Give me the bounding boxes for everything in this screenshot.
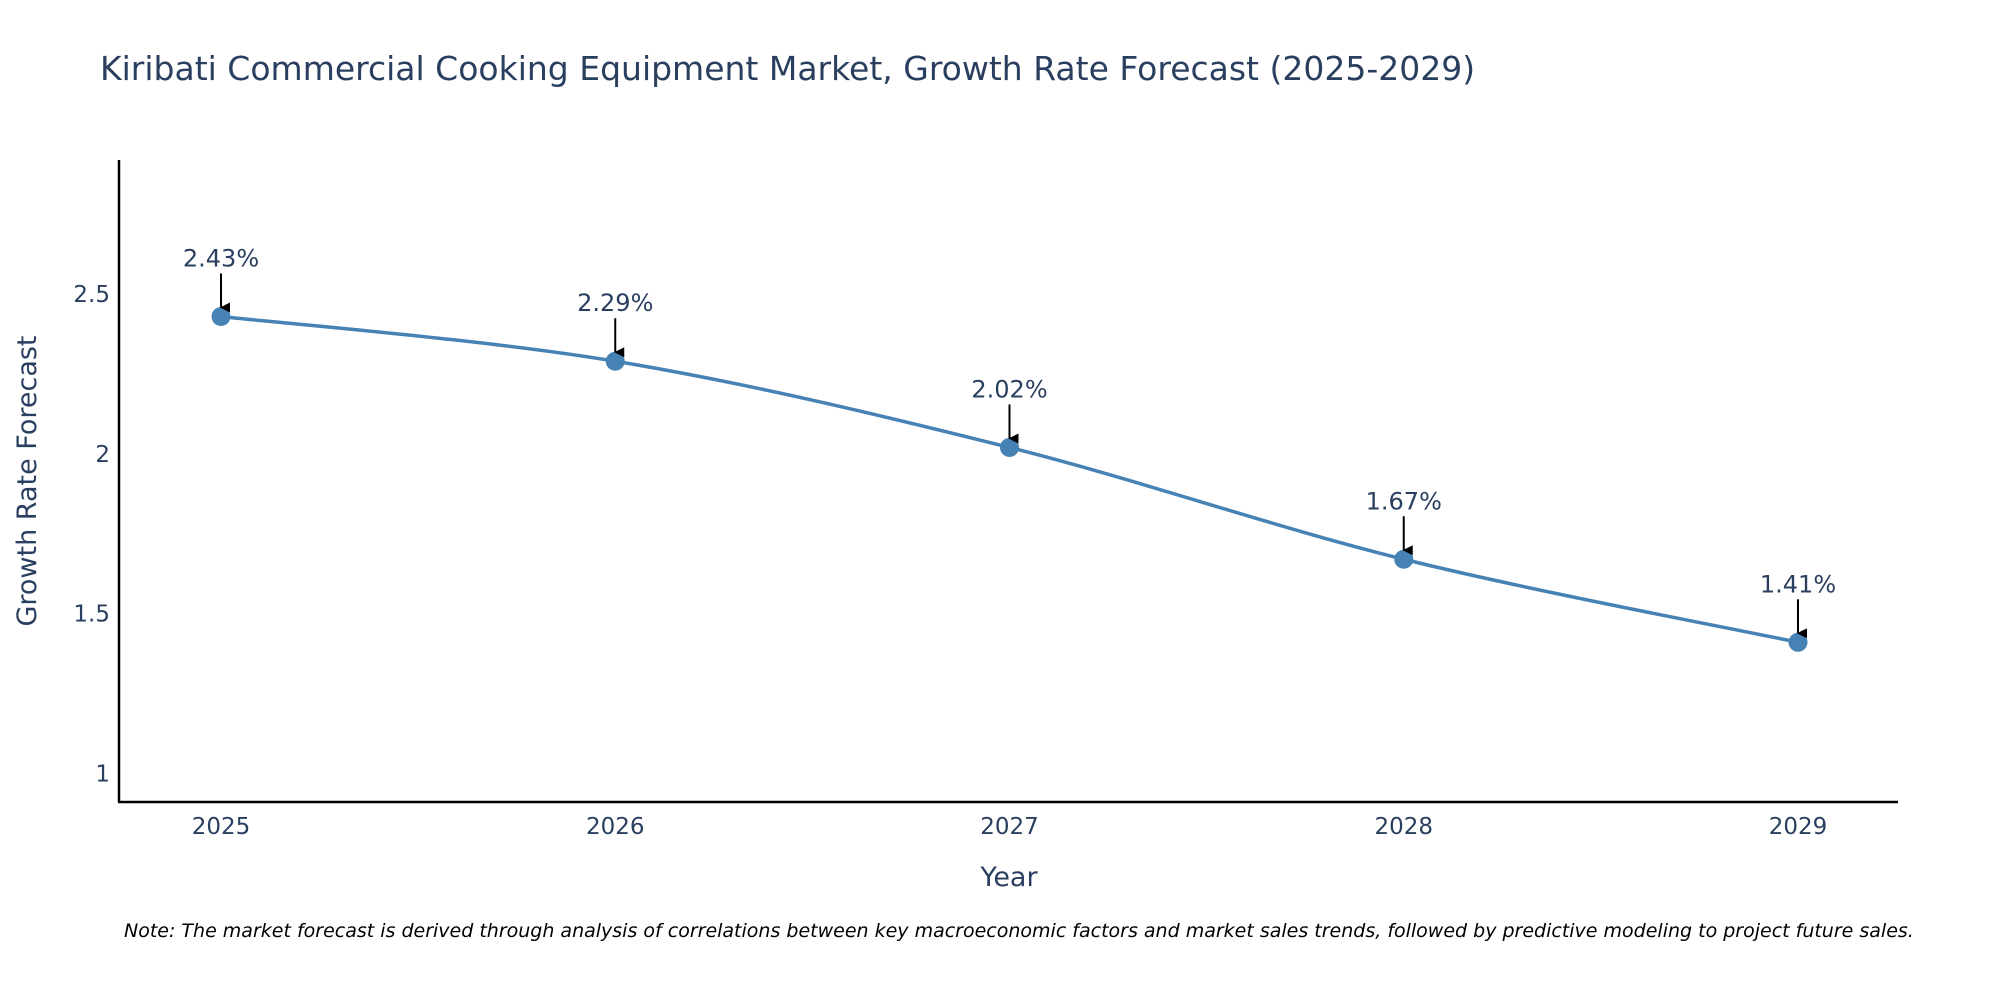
data-label: 2.29% <box>577 289 653 317</box>
data-label: 1.41% <box>1760 570 1836 598</box>
x-axis-title: Year <box>979 862 1038 893</box>
y-tick-label: 1.5 <box>73 602 110 628</box>
data-label: 1.67% <box>1366 487 1442 515</box>
data-label: 2.02% <box>971 375 1047 403</box>
data-label: 2.43% <box>183 245 259 273</box>
x-tick-label: 2026 <box>586 814 645 840</box>
data-point <box>1000 437 1019 457</box>
footnote: Note: The market forecast is derived thr… <box>124 920 1914 942</box>
annotations: 2.43% 2.29% 2.02% 1.67% 1.41% <box>183 245 1836 639</box>
y-tick-label: 1 <box>95 761 110 787</box>
y-axis-title: Growth Rate Forecast <box>12 335 43 626</box>
chart-title: Kiribati Commercial Cooking Equipment Ma… <box>100 49 1475 88</box>
data-point <box>1394 549 1414 569</box>
x-tick-label: 2028 <box>1374 814 1433 840</box>
y-tick-label: 2 <box>95 442 110 468</box>
x-tick-label: 2027 <box>980 814 1039 840</box>
data-points <box>211 307 1808 652</box>
series-line <box>220 314 1799 645</box>
data-point <box>605 351 625 371</box>
data-point <box>211 307 231 327</box>
x-tick-label: 2029 <box>1769 814 1828 840</box>
data-point <box>1788 632 1808 652</box>
x-tick-label: 2025 <box>192 814 251 840</box>
x-ticks: 2025 2026 2027 2028 2029 <box>192 814 1828 840</box>
y-tick-label: 2.5 <box>73 282 110 308</box>
y-ticks: 1 1.5 2 2.5 <box>73 282 110 787</box>
